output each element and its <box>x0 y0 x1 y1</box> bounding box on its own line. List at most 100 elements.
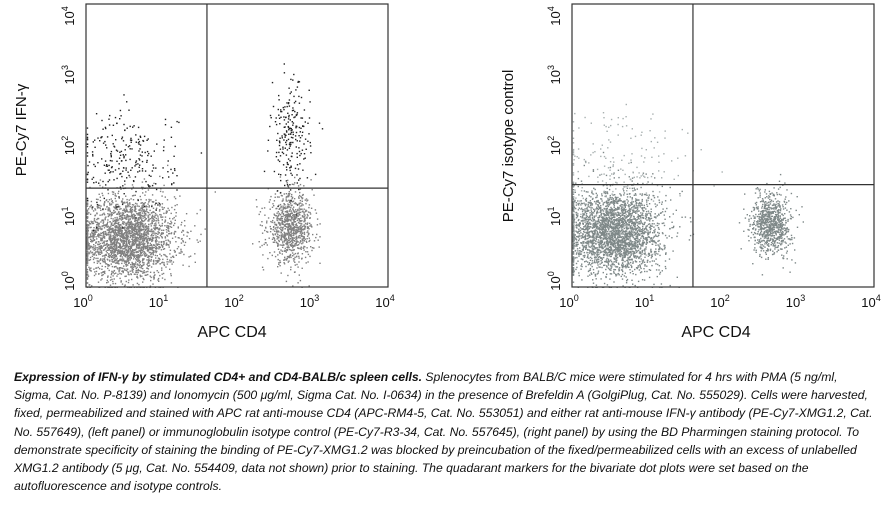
data-point <box>580 220 582 222</box>
data-point <box>288 255 291 257</box>
data-point <box>115 218 118 221</box>
data-point <box>630 161 632 164</box>
data-point <box>155 209 157 211</box>
data-point <box>194 253 196 255</box>
data-point <box>112 171 114 173</box>
data-point <box>285 166 288 168</box>
data-point <box>108 248 111 250</box>
data-point <box>157 236 159 238</box>
data-point <box>107 264 110 266</box>
data-point <box>295 203 298 205</box>
data-point <box>86 273 89 276</box>
data-point <box>138 245 140 247</box>
data-point <box>151 212 153 214</box>
data-point <box>174 219 176 221</box>
data-point <box>169 249 172 251</box>
data-point <box>121 214 123 216</box>
data-point <box>285 198 287 200</box>
data-point <box>154 220 156 222</box>
data-point <box>116 241 118 243</box>
data-point <box>155 188 158 191</box>
data-point <box>582 255 585 257</box>
data-point <box>122 198 124 200</box>
data-point <box>642 243 644 245</box>
data-point <box>297 215 299 217</box>
data-point <box>139 232 141 234</box>
data-point <box>155 232 158 235</box>
data-point <box>99 234 101 236</box>
data-point <box>151 215 153 218</box>
data-point <box>120 252 122 255</box>
data-point <box>106 165 109 167</box>
data-point <box>640 217 642 219</box>
data-point <box>117 231 119 233</box>
data-point <box>295 214 297 216</box>
data-point <box>110 242 112 244</box>
data-point <box>136 213 138 215</box>
data-point <box>147 248 149 251</box>
data-point <box>174 197 177 200</box>
data-point <box>165 243 168 245</box>
data-point <box>173 196 176 198</box>
data-point <box>639 206 641 208</box>
data-point <box>151 184 154 187</box>
data-point <box>117 206 119 208</box>
data-point <box>98 253 100 256</box>
data-point <box>633 204 635 206</box>
data-point <box>591 204 593 206</box>
data-point <box>126 127 128 129</box>
data-point <box>661 222 663 225</box>
data-point <box>269 125 271 128</box>
data-point <box>622 219 624 221</box>
data-point <box>139 242 141 245</box>
data-point <box>637 245 639 248</box>
data-point <box>127 203 129 205</box>
data-point <box>136 239 138 241</box>
data-point <box>287 163 289 166</box>
data-point <box>134 225 137 227</box>
data-point <box>130 139 133 141</box>
data-point <box>171 206 173 209</box>
data-point <box>180 250 182 252</box>
data-point <box>297 80 300 83</box>
data-point <box>280 217 282 219</box>
data-point <box>154 237 156 239</box>
data-point <box>159 274 161 277</box>
data-point <box>632 283 634 285</box>
data-point <box>313 194 315 196</box>
data-point <box>294 216 296 218</box>
data-point <box>267 150 269 152</box>
data-point <box>121 241 123 243</box>
data-point <box>125 238 128 240</box>
data-point <box>94 247 97 249</box>
data-point <box>110 204 112 206</box>
data-point <box>133 210 135 212</box>
data-point <box>278 94 280 97</box>
data-point <box>282 199 284 202</box>
data-point <box>643 223 645 226</box>
data-point <box>281 137 283 139</box>
data-point <box>274 239 276 241</box>
data-point <box>141 155 143 157</box>
data-point <box>141 254 144 256</box>
data-point <box>309 239 311 242</box>
data-point <box>143 213 146 215</box>
data-point <box>113 269 116 272</box>
data-point <box>86 209 89 211</box>
data-point <box>656 215 659 217</box>
data-point <box>646 237 648 239</box>
data-point <box>123 123 125 126</box>
data-point <box>159 205 161 207</box>
data-point <box>152 249 154 251</box>
data-point <box>307 227 309 229</box>
data-point <box>105 184 107 186</box>
data-point <box>308 204 311 206</box>
data-point <box>301 149 304 151</box>
data-point <box>180 224 182 226</box>
data-point <box>631 222 634 225</box>
data-point <box>105 263 107 265</box>
data-point <box>630 235 633 237</box>
data-point <box>611 253 613 256</box>
data-point <box>114 233 116 235</box>
data-point <box>601 258 603 261</box>
